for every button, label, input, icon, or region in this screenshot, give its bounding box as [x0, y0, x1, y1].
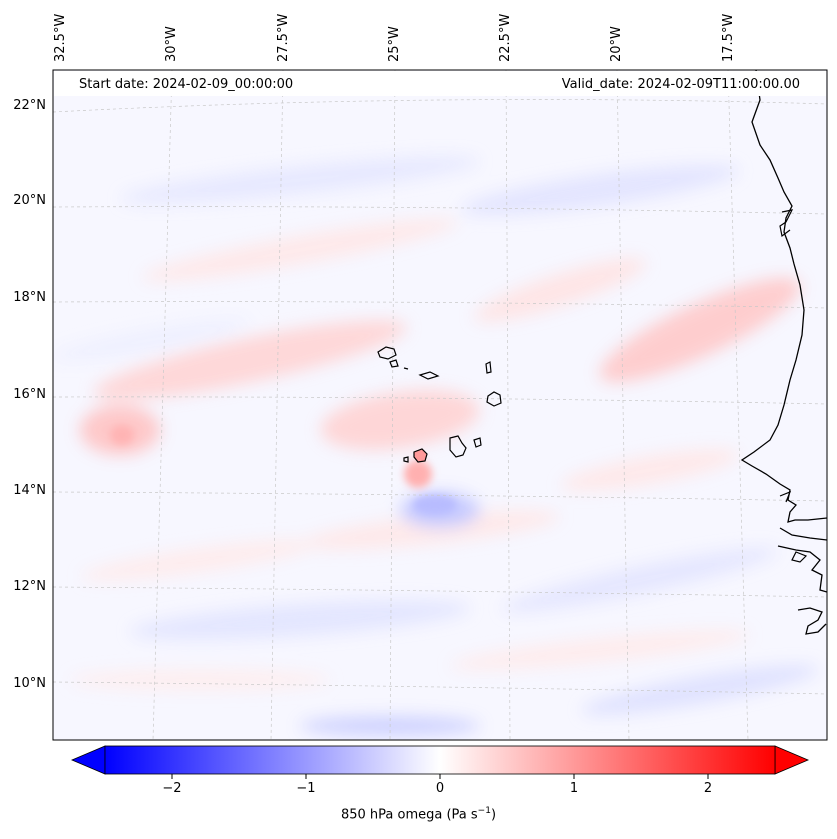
lat-tick-label: 14°N [13, 483, 46, 498]
lat-tick-label: 10°N [13, 676, 46, 691]
lat-tick-label: 12°N [13, 579, 46, 594]
lon-tick-label: 30°W [164, 26, 179, 62]
colorbar-title: 850 hPa omega (Pa s−1) [0, 806, 837, 822]
omega-field [53, 70, 827, 740]
colorbar-tick-label: −1 [296, 781, 316, 796]
start-date-label: Start date: 2024-02-09_00:00:00 [79, 77, 294, 92]
african-coastline [740, 70, 827, 635]
lat-tick-label: 18°N [13, 290, 46, 305]
colorbar-tick-label: 2 [703, 781, 713, 796]
colorbar-tick-label: 0 [435, 781, 445, 796]
lon-tick-label: 17.5°W [721, 13, 736, 62]
colorbar-title-text: 850 hPa omega (Pa s [340, 807, 478, 823]
gridlines [53, 70, 827, 740]
cape-verde-islands [377, 346, 502, 463]
lat-tick-label: 16°N [13, 387, 46, 402]
colorbar-tick-label: −2 [162, 781, 182, 796]
colorbar [70, 745, 810, 779]
lon-tick-label: 32.5°W [53, 13, 68, 62]
valid-date-label: Valid_date: 2024-02-09T11:00:00.00 [561, 77, 800, 92]
map-frame [52, 69, 828, 741]
lon-tick-label: 22.5°W [498, 13, 513, 62]
colorbar-title-close: ) [490, 807, 497, 823]
colorbar-title-exponent: −1 [477, 806, 491, 816]
lat-tick-label: 22°N [13, 98, 46, 113]
colorbar-tick-label: 1 [569, 781, 579, 796]
lon-tick-label: 20°W [609, 26, 624, 62]
lon-tick-label: 27.5°W [276, 13, 291, 62]
lon-tick-label: 25°W [387, 26, 402, 62]
lat-tick-label: 20°N [13, 193, 46, 208]
